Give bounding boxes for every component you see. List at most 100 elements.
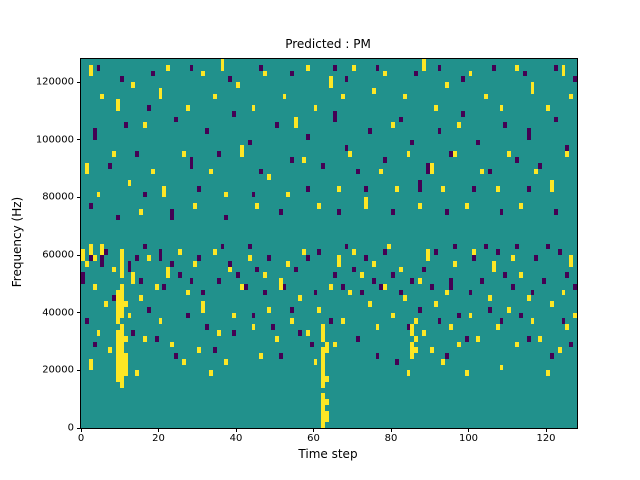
heatmap-cell xyxy=(406,324,411,330)
heatmap-cell xyxy=(174,353,178,359)
heatmap-cell xyxy=(530,82,535,94)
heatmap-cell xyxy=(84,318,89,325)
heatmap-cell xyxy=(325,376,329,382)
heatmap-cell xyxy=(216,329,221,336)
heatmap-cell xyxy=(573,76,577,83)
x-tick-label: 0 xyxy=(77,433,85,444)
heatmap-cell xyxy=(522,70,527,77)
heatmap-cell xyxy=(251,324,256,330)
heatmap-cell xyxy=(321,393,326,428)
heatmap-cell xyxy=(371,260,376,267)
heatmap-cell xyxy=(317,306,322,313)
x-tick-label: 80 xyxy=(384,433,398,444)
x-tick-mark xyxy=(235,428,237,432)
chart-title: Predicted : PM xyxy=(285,37,371,51)
heatmap-cell xyxy=(398,289,403,296)
heatmap-cell xyxy=(100,93,105,100)
heatmap-cell xyxy=(181,358,186,365)
heatmap-cell xyxy=(274,122,279,129)
heatmap-cell xyxy=(561,318,566,325)
heatmap-cell xyxy=(418,180,422,192)
heatmap-cell xyxy=(491,64,496,71)
heatmap-cell xyxy=(131,272,136,284)
heatmap-cell xyxy=(267,255,271,261)
heatmap-cell xyxy=(239,283,244,290)
heatmap-cell xyxy=(546,243,550,250)
heatmap-cell xyxy=(232,312,236,319)
heatmap-cell xyxy=(484,243,488,250)
heatmap-cell xyxy=(224,214,229,221)
heatmap-cell xyxy=(298,329,302,336)
heatmap-cell xyxy=(154,283,159,290)
heatmap-cell xyxy=(92,341,97,348)
heatmap-cell xyxy=(220,243,225,250)
heatmap-cell xyxy=(468,70,473,77)
heatmap-cell xyxy=(301,249,306,256)
heatmap-cell xyxy=(410,278,415,284)
heatmap-cell xyxy=(495,185,500,192)
heatmap-cell xyxy=(332,272,337,279)
heatmap-cell xyxy=(468,289,473,296)
heatmap-cell xyxy=(538,162,543,169)
heatmap-cell xyxy=(515,64,519,71)
heatmap-cell xyxy=(305,133,310,140)
heatmap-cell xyxy=(515,341,519,348)
heatmap-cell xyxy=(201,70,205,77)
heatmap-cell xyxy=(166,266,171,279)
heatmap-cell xyxy=(205,324,209,330)
heatmap-cell xyxy=(480,168,484,175)
heatmap-cell xyxy=(542,278,546,284)
heatmap-cell xyxy=(410,324,415,336)
heatmap-cell xyxy=(534,168,539,175)
heatmap-cell xyxy=(422,329,426,336)
heatmap-cell xyxy=(290,306,295,313)
heatmap-cell xyxy=(383,70,388,77)
heatmap-cell xyxy=(429,347,434,354)
x-tick-mark xyxy=(80,428,82,432)
heatmap-cell xyxy=(305,64,310,71)
heatmap-cell xyxy=(433,105,438,111)
heatmap-cell xyxy=(507,151,512,158)
heatmap-cell xyxy=(158,249,163,261)
y-tick-label: 40000 xyxy=(42,307,74,319)
y-tick-label: 60000 xyxy=(42,249,74,261)
heatmap-cell xyxy=(263,289,267,296)
y-tick-mark xyxy=(77,139,81,141)
heatmap-cell xyxy=(340,93,345,100)
heatmap-cell xyxy=(460,76,465,83)
heatmap-cell xyxy=(325,410,329,423)
heatmap-cell xyxy=(286,191,291,198)
heatmap-cell xyxy=(139,278,143,284)
heatmap-cell xyxy=(189,64,194,71)
heatmap-cell xyxy=(228,260,233,273)
heatmap-cell xyxy=(247,139,252,146)
heatmap-cell xyxy=(499,208,504,215)
y-tick-label: 100000 xyxy=(35,134,74,146)
heatmap-cell xyxy=(189,157,194,169)
heatmap-cell xyxy=(356,335,360,342)
heatmap-cell xyxy=(472,249,477,256)
heatmap-cell xyxy=(170,208,174,221)
heatmap-cell xyxy=(387,243,391,250)
heatmap-cell xyxy=(115,289,120,325)
heatmap-cell xyxy=(418,278,422,284)
heatmap-cell xyxy=(569,341,574,348)
heatmap-cell xyxy=(344,243,349,250)
heatmap-cell xyxy=(232,110,236,117)
heatmap-cell xyxy=(445,208,450,215)
heatmap-cell xyxy=(518,203,523,209)
heatmap-cell xyxy=(305,185,310,192)
x-tick-label: 120 xyxy=(536,433,556,444)
heatmap-cell xyxy=(255,266,260,273)
heatmap-cell xyxy=(526,295,531,302)
heatmap-cell xyxy=(305,255,310,261)
heatmap-cell xyxy=(363,255,368,261)
heatmap-cell xyxy=(422,59,426,71)
heatmap-cell xyxy=(220,59,225,71)
heatmap-cell xyxy=(360,272,364,279)
heatmap-cell xyxy=(321,324,326,342)
heatmap-cell xyxy=(88,358,93,371)
heatmap-cell xyxy=(406,151,411,158)
heatmap-cell xyxy=(205,128,209,134)
